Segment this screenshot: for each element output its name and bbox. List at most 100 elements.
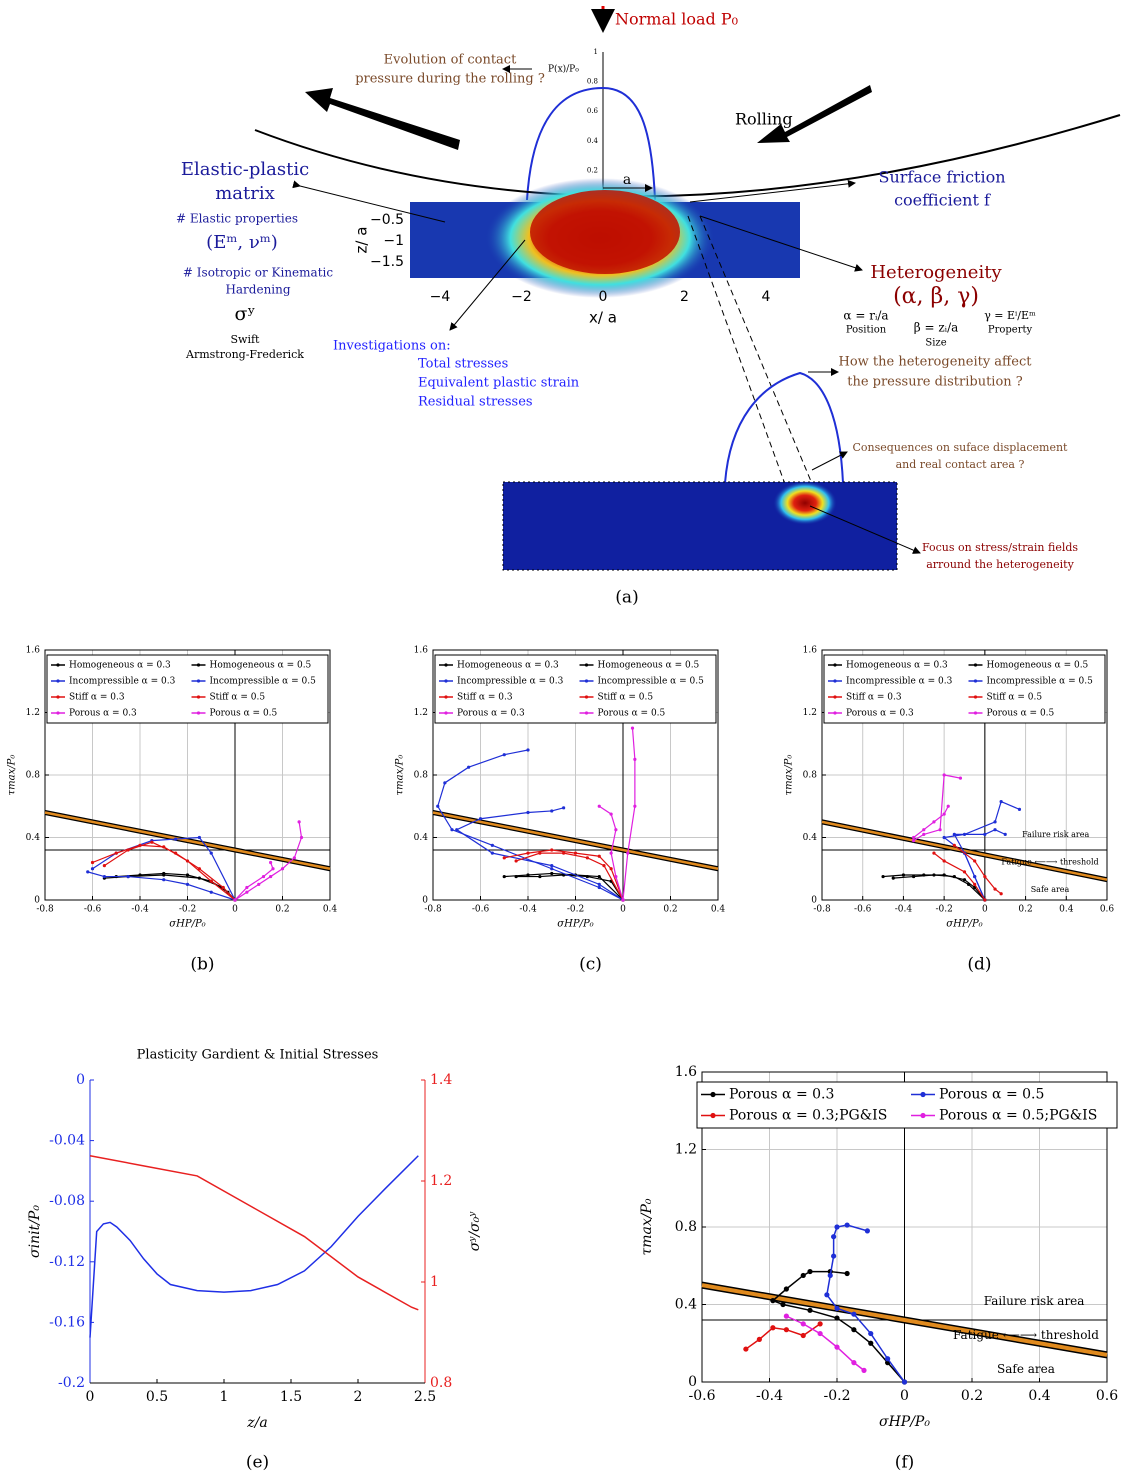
annotation: Safe area bbox=[1031, 885, 1070, 894]
legend-marker bbox=[710, 1112, 716, 1119]
data-point bbox=[891, 876, 895, 880]
y-tick-label: 0 bbox=[688, 1374, 697, 1390]
data-point bbox=[993, 828, 997, 832]
question: pressure during the rolling ? bbox=[355, 72, 545, 87]
data-point bbox=[834, 1315, 840, 1321]
data-point bbox=[973, 874, 977, 879]
legend-label: Incompressible α = 0.5 bbox=[598, 677, 705, 687]
data-point bbox=[942, 859, 946, 863]
x-axis-title: z/a bbox=[246, 1415, 267, 1431]
contour-map bbox=[502, 481, 898, 571]
x-tick-label: 0 bbox=[232, 905, 238, 915]
y-axis-title: τmax/P₀ bbox=[639, 1198, 655, 1255]
data-point bbox=[912, 839, 916, 843]
chart-title: Plasticity Gardient & Initial Stresses bbox=[137, 1048, 379, 1063]
legend-label: Incompressible α = 0.3 bbox=[457, 677, 564, 687]
data-point bbox=[197, 867, 201, 871]
series-line bbox=[622, 728, 636, 901]
data-point bbox=[807, 1268, 813, 1275]
y-tick-label: 1.2 bbox=[26, 708, 40, 718]
data-point bbox=[938, 828, 942, 832]
data-point bbox=[922, 828, 926, 832]
consequences: Consequences on suface displacement bbox=[853, 441, 1069, 454]
data-point bbox=[800, 1332, 806, 1339]
legend-label: Stiff α = 0.5 bbox=[987, 693, 1043, 703]
data-point bbox=[609, 851, 613, 855]
legend-label: Porous α = 0.3 bbox=[457, 709, 525, 719]
legend-label: Porous α = 0.3 bbox=[729, 1087, 834, 1103]
series-line bbox=[745, 1323, 821, 1350]
data-point bbox=[864, 1228, 870, 1234]
x-tick-label: 0 bbox=[900, 1388, 909, 1404]
y-tick-label: -0.2 bbox=[58, 1375, 85, 1391]
plot-frame bbox=[432, 649, 719, 901]
z-tick-label: −0.5 bbox=[370, 212, 404, 228]
data-point bbox=[257, 882, 261, 886]
x-tick-label: 2 bbox=[354, 1389, 363, 1405]
matrix-title: matrix bbox=[215, 183, 275, 204]
series-line bbox=[104, 874, 236, 901]
annotation: Fatigue ⟵⟶ threshold bbox=[953, 1328, 1099, 1342]
pressure-effect: the pressure distribution ? bbox=[847, 375, 1023, 390]
y2-tick-label: 1 bbox=[430, 1274, 439, 1290]
data-point bbox=[633, 804, 637, 808]
chart: -0.6 -0.4 -0.2 0 0.2 0.4 0.6 0 0.4 0.8 1.2 1.6 Porou… bbox=[639, 1064, 1118, 1473]
investigation-item: Residual stresses bbox=[418, 395, 533, 410]
data-point bbox=[526, 873, 530, 877]
x-label: x/ a bbox=[589, 309, 617, 327]
elastic-symbol: (Eᵐ, νᵐ) bbox=[206, 232, 278, 253]
load-label: Normal load P₀ bbox=[615, 10, 738, 29]
caption: (d) bbox=[967, 955, 991, 975]
matrix-title: Elastic-plastic bbox=[181, 159, 309, 180]
data-point bbox=[868, 1330, 874, 1337]
alpha: α = rᵢ/a bbox=[843, 309, 888, 323]
y-tick-label: 1.6 bbox=[26, 646, 41, 656]
consequences: and real contact area ? bbox=[896, 458, 1025, 471]
x-axis-title: σHP/P₀ bbox=[879, 1414, 930, 1430]
data-point bbox=[901, 873, 906, 877]
legend-label: Stiff α = 0.3 bbox=[69, 693, 125, 703]
data-point bbox=[912, 835, 916, 840]
x-ticks: −4 −2 0 2 4 bbox=[430, 289, 771, 305]
legend-marker bbox=[833, 663, 837, 667]
data-point bbox=[770, 1298, 776, 1304]
data-point bbox=[467, 765, 471, 769]
data-point bbox=[197, 876, 201, 880]
data-point bbox=[993, 820, 997, 824]
data-point bbox=[562, 851, 566, 855]
data-point bbox=[942, 812, 946, 816]
data-point bbox=[901, 1379, 908, 1385]
z-tick-label: −1.5 bbox=[370, 254, 404, 270]
plot-frame bbox=[44, 649, 331, 901]
y-tick-label: 0.4 bbox=[26, 833, 41, 843]
data-point bbox=[562, 806, 566, 810]
x-tick-label: -0.6 bbox=[84, 905, 102, 915]
data-point bbox=[102, 864, 106, 868]
data-point bbox=[150, 840, 154, 844]
data-point bbox=[609, 867, 613, 871]
data-point bbox=[502, 753, 506, 757]
x-axis-title: σHP/P₀ bbox=[169, 919, 205, 930]
data-point bbox=[780, 1301, 786, 1308]
legend-label: Homogeneous α = 0.3 bbox=[457, 661, 559, 671]
data-point bbox=[817, 1330, 823, 1337]
data-point bbox=[597, 804, 601, 808]
data-point bbox=[526, 851, 530, 855]
x-tick-label: 1.5 bbox=[280, 1389, 302, 1405]
x-tick-label: 0.2 bbox=[961, 1388, 983, 1404]
data-point bbox=[209, 851, 213, 855]
data-point bbox=[455, 828, 459, 832]
data-point bbox=[538, 851, 542, 855]
data-point bbox=[597, 854, 601, 858]
data-point bbox=[881, 874, 885, 879]
series-line bbox=[826, 1224, 906, 1383]
legend-box bbox=[823, 654, 1106, 724]
legend-marker bbox=[56, 663, 60, 667]
series-line bbox=[515, 852, 624, 901]
x-tick-label: 0.2 bbox=[1018, 905, 1032, 915]
y-tick-label: 0.8 bbox=[675, 1219, 697, 1235]
data-point bbox=[174, 837, 178, 841]
data-point bbox=[86, 870, 90, 874]
x-tick-label: -0.2 bbox=[824, 1388, 851, 1404]
data-point bbox=[245, 885, 249, 890]
